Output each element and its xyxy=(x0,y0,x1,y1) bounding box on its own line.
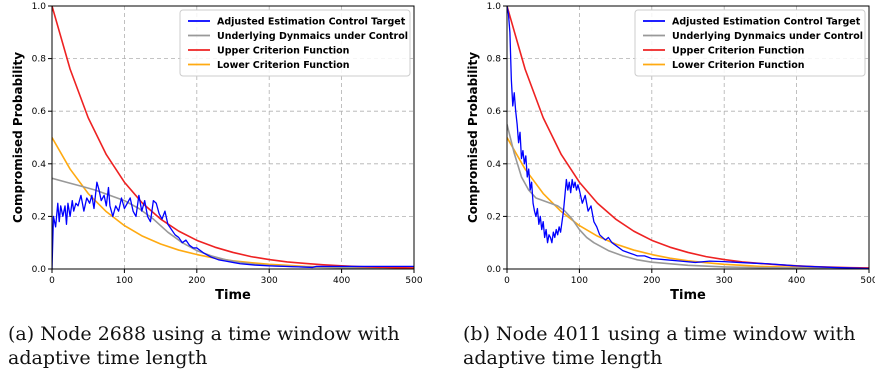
x-tick-label: 0 xyxy=(49,276,55,286)
chart-panel-a: 0 100 200 300 400 500 0.0 0.2 0.4 0.6 0.8 1.0 Time Co… xyxy=(0,0,423,385)
caption-a: (a) Node 2688 using a time window with a… xyxy=(8,322,428,370)
x-tick-label: 500 xyxy=(860,276,875,286)
x-tick-label: 200 xyxy=(188,276,205,286)
legend-label: Lower Criterion Function xyxy=(217,60,350,71)
y-axis-label: Compromised Probability xyxy=(11,52,25,223)
legend-box xyxy=(179,9,411,77)
legend-label: Underlying Dynmaics under Control xyxy=(672,31,863,42)
x-tick-label: 500 xyxy=(405,276,422,286)
y-tick-label: 0.6 xyxy=(32,107,47,117)
x-tick-label: 200 xyxy=(643,276,660,286)
caption-a-line1: (a) Node 2688 using a time window with xyxy=(8,323,400,345)
y-tick-label: 0.0 xyxy=(32,265,47,275)
series-line-underlying xyxy=(507,124,869,269)
x-tick-label: 400 xyxy=(788,276,805,286)
y-tick-label: 0.0 xyxy=(487,265,502,275)
chart-b-svg: 0 100 200 300 400 500 0.0 0.2 0.4 0.6 0.8 1.0 Time Co… xyxy=(466,2,875,303)
axes-frame xyxy=(51,5,415,270)
chart-a-svg: 0 100 200 300 400 500 0.0 0.2 0.4 0.6 0.8 1.0 Time Co… xyxy=(11,2,423,303)
legend-label: Upper Criterion Function xyxy=(672,46,805,57)
caption-b-line1: (b) Node 4011 using a time window with xyxy=(463,323,856,345)
y-tick-label: 0.6 xyxy=(487,107,502,117)
y-axis-label: Compromised Probability xyxy=(466,52,480,223)
legend: Adjusted Estimation Control Target Underl… xyxy=(634,9,866,77)
x-tick-label: 0 xyxy=(504,276,510,286)
x-tick-label: 300 xyxy=(261,276,278,286)
y-tick-label: 0.2 xyxy=(487,212,501,222)
x-tick-label: 100 xyxy=(571,276,588,286)
y-tick-label: 0.4 xyxy=(487,160,502,170)
legend-label: Lower Criterion Function xyxy=(672,60,805,71)
x-tick-label: 100 xyxy=(116,276,133,286)
y-tick-label: 0.8 xyxy=(32,55,47,65)
series-line-adjusted xyxy=(507,6,869,269)
y-tick-label: 1.0 xyxy=(487,2,502,12)
legend-box xyxy=(634,9,866,77)
legend-label: Upper Criterion Function xyxy=(217,46,350,57)
x-axis-label: Time xyxy=(215,288,251,303)
axes-frame xyxy=(506,5,870,270)
y-tick-label: 0.8 xyxy=(487,55,502,65)
y-tick-label: 1.0 xyxy=(32,2,47,12)
y-tick-label: 0.4 xyxy=(32,160,47,170)
legend-label: Adjusted Estimation Control Target xyxy=(217,17,406,28)
caption-b: (b) Node 4011 using a time window with a… xyxy=(463,322,875,370)
legend-label: Adjusted Estimation Control Target xyxy=(672,17,861,28)
legend-label: Underlying Dynmaics under Control xyxy=(217,31,408,42)
x-tick-label: 400 xyxy=(333,276,350,286)
caption-b-line2: adaptive time length xyxy=(463,347,663,369)
chart-panel-b: 0 100 200 300 400 500 0.0 0.2 0.4 0.6 0.8 1.0 Time Co… xyxy=(455,0,875,385)
x-tick-label: 300 xyxy=(716,276,733,286)
caption-a-line2: adaptive time length xyxy=(8,347,208,369)
y-tick-label: 0.2 xyxy=(32,212,46,222)
x-axis-label: Time xyxy=(670,288,706,303)
series-line-adjusted xyxy=(52,181,414,269)
legend: Adjusted Estimation Control Target Underl… xyxy=(179,9,411,77)
